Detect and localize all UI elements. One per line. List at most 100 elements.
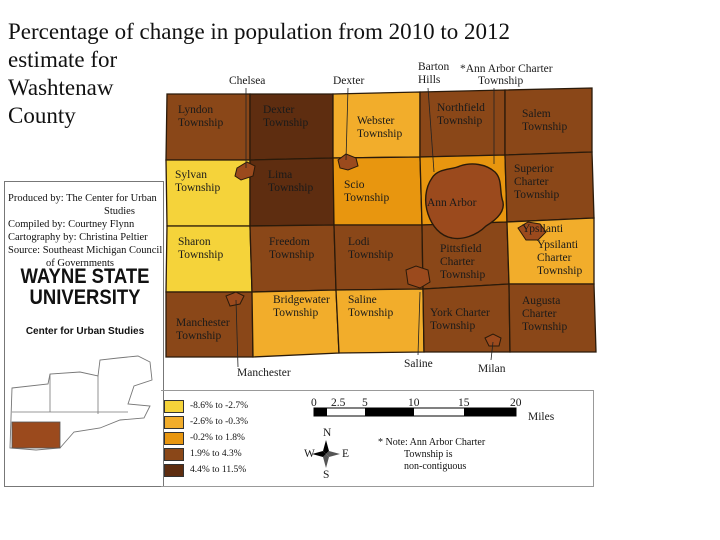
legend-swatch (164, 463, 184, 477)
milan-city-area (484, 333, 502, 347)
compass-w-label: W (304, 448, 315, 460)
place-label-barton-hills: Barton (418, 61, 450, 73)
credits: Produced by: The Center for Urban Studie… (8, 192, 163, 270)
township-label-manchester-township: Township (176, 330, 221, 342)
title-line-3: Washtenaw (8, 75, 114, 100)
compass-n-label: N (323, 427, 332, 439)
township-label-dexter-township: Township (263, 117, 308, 129)
logo-line-2: UNIVERSITY (29, 286, 141, 309)
township-label-northfield-township: Northfield (437, 102, 485, 114)
township-label-superior-charter-township: Superior (514, 163, 554, 175)
township-label-lodi-township: Township (348, 249, 393, 261)
credit-source-1: Source: Southeast Michigan Council (8, 245, 163, 256)
township-label-salem-township: Salem (522, 108, 551, 120)
township-label-sharon-township: Township (178, 249, 223, 261)
legend-item: -2.6% to -0.3% (164, 414, 284, 430)
logo-line-1: WAYNE STATE (20, 265, 150, 288)
place-label-manchester: Manchester (237, 367, 291, 379)
legend-panel-frame (161, 390, 594, 487)
note-line-3: non-contiguous (404, 461, 467, 472)
manchester-village-area (225, 291, 245, 307)
note-line-1: * Note: Ann Arbor Charter (378, 437, 486, 448)
township-label-augusta-charter-township: Township (522, 321, 567, 333)
ypsilanti-city-area (517, 221, 547, 241)
compass-east-arrow (326, 451, 340, 457)
township-label-dexter-township: Dexter (263, 104, 294, 116)
scale-tick-label: 20 (510, 397, 522, 409)
township-label-lodi-township: Lodi (348, 236, 370, 248)
place-label-ann-arbor-charter-township: Township (478, 75, 523, 87)
place-label-ann-arbor-charter-township: *Ann Arbor Charter (460, 63, 553, 75)
township-label-pittsfield-charter-township: Township (440, 269, 485, 281)
scale-tick-label: 10 (408, 397, 420, 409)
township-label-superior-charter-township: Charter (514, 176, 549, 188)
scale-bar-segment (365, 408, 414, 416)
compass-north-arrow (323, 440, 329, 454)
township-label-webster-township: Webster (357, 115, 395, 127)
leader-line (490, 341, 494, 361)
legend-label: 1.9% to 4.3% (190, 449, 242, 459)
saline-city-area (405, 265, 431, 289)
place-label-ypsilanti: Ypsilanti (522, 223, 563, 235)
legend-item: 4.4% to 11.5% (164, 462, 284, 478)
township-label-scio-township: Scio (344, 179, 365, 191)
township-label-augusta-charter-township: Charter (522, 308, 557, 320)
place-label-dexter: Dexter (333, 75, 364, 87)
scale-tick-label: 2.5 (331, 397, 346, 409)
info-panel-frame (4, 181, 164, 487)
township-label-york-charter-township: Township (430, 320, 475, 332)
township-label-bridgewater-township: Bridgewater (273, 294, 330, 306)
note: * Note: Ann Arbor Charter Township is no… (378, 437, 528, 473)
ann-arbor-city-area (424, 163, 504, 240)
logo-line-3: Center for Urban Studies (25, 326, 145, 337)
title-line-1: Percentage of change in population from … (8, 19, 511, 44)
township-label-saline-township: Saline (348, 294, 377, 306)
township-label-ypsilanti-charter-township: Charter (537, 252, 572, 264)
place-label-chelsea: Chelsea (229, 75, 265, 87)
township-label-bridgewater-township: Township (273, 307, 318, 319)
compass-e-label: E (342, 448, 349, 460)
township-label-freedom-township: Freedom (269, 236, 310, 248)
legend-label: -0.2% to 1.8% (190, 433, 245, 443)
leader-line (345, 87, 349, 161)
legend-swatch (164, 431, 184, 445)
legend-swatch (164, 415, 184, 429)
leader-line (235, 299, 239, 368)
credit-produced-2: Studies (104, 206, 135, 217)
township-label-ann-arbor: Ann Arbor (427, 197, 477, 209)
scale-tick-label: 0 (311, 397, 317, 409)
township-label-augusta-charter-township: Augusta (522, 295, 560, 307)
scale-tick-label: 15 (458, 397, 470, 409)
chelsea-city-area (234, 161, 256, 181)
township-label-manchester-township: Manchester (176, 317, 230, 329)
place-label-milan: Milan (478, 363, 506, 375)
township-label-ypsilanti-charter-township: Ypsilanti (537, 239, 578, 251)
township-label-superior-charter-township: Township (514, 189, 559, 201)
wayne-state-logo: WAYNE STATE UNIVERSITY Center for Urban … (10, 266, 160, 337)
township-label-lima-township: Township (268, 182, 313, 194)
note-line-2: Township is (404, 449, 453, 460)
township-label-salem-township: Township (522, 121, 567, 133)
map-title: Percentage of change in population from … (8, 18, 568, 130)
township-label-pittsfield-charter-township: Charter (440, 256, 475, 268)
leader-line (427, 87, 435, 173)
compass-south-arrow (323, 454, 329, 468)
scale-tick-label: 5 (362, 397, 368, 409)
township-label-sharon-township: Sharon (178, 236, 211, 248)
township-label-ypsilanti-charter-township: Township (537, 265, 582, 277)
legend-swatch (164, 399, 184, 413)
credit-produced-1: Produced by: The Center for Urban (8, 193, 157, 204)
township-label-york-charter-township: York Charter (430, 307, 490, 319)
legend-item: 1.9% to 4.3% (164, 446, 284, 462)
township-label-saline-township: Township (348, 307, 393, 319)
leader-line (417, 291, 421, 356)
township-label-sylvan-township: Sylvan (175, 169, 207, 181)
legend-label: -2.6% to -0.3% (190, 417, 249, 427)
township-label-freedom-township: Township (269, 249, 314, 261)
legend-item: -8.6% to -2.7% (164, 398, 284, 414)
legend-item: -0.2% to 1.8% (164, 430, 284, 446)
credit-source-2: of Governments (46, 258, 114, 269)
legend-swatch (164, 447, 184, 461)
compass-s-label: S (323, 469, 329, 481)
title-line-4: County (8, 103, 76, 128)
